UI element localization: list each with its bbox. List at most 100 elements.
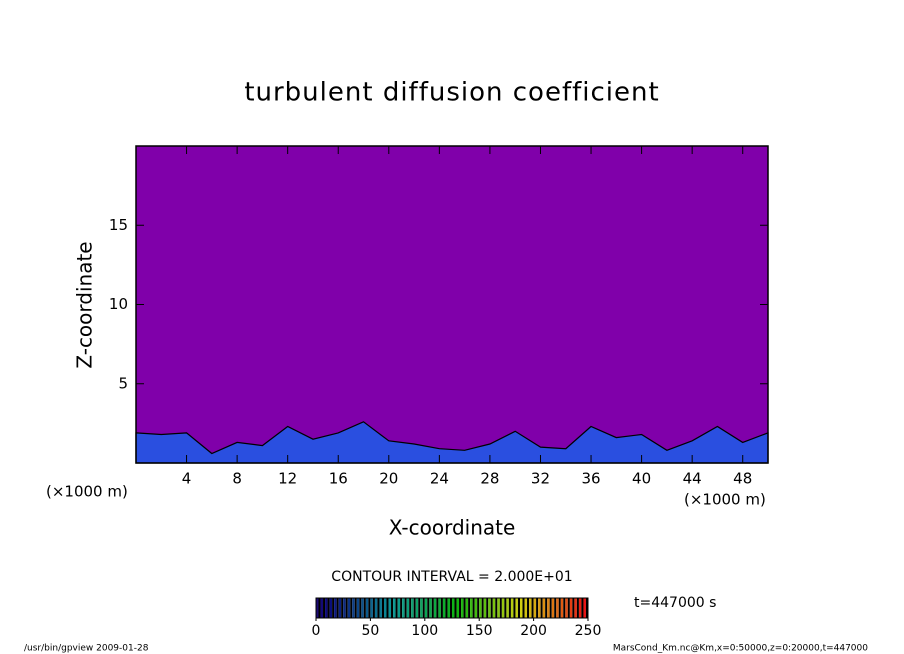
- x-tick-label: 20: [379, 470, 398, 488]
- y-tick-label: 15: [109, 216, 128, 234]
- colorbar-stripe: [316, 598, 319, 618]
- contour-interval: CONTOUR INTERVAL = 2.000E+01: [331, 569, 572, 585]
- colorbar-gap: [323, 598, 326, 618]
- colorbar-stripe: [515, 598, 518, 618]
- colorbar-stripe: [574, 598, 577, 618]
- colorbar-gap: [345, 598, 348, 618]
- colorbar-stripe: [501, 598, 505, 618]
- colorbar-stripe: [479, 598, 482, 618]
- x-tick-label: 32: [531, 470, 550, 488]
- colorbar-gap: [431, 598, 434, 618]
- colorbar-gap: [363, 598, 366, 618]
- colorbar-gap: [463, 598, 466, 618]
- colorbar-stripe: [388, 598, 392, 618]
- colorbar-gap: [377, 598, 380, 618]
- colorbar-stripe: [565, 598, 568, 618]
- boundary-layer: [135, 421, 769, 464]
- x-tick-label: 4: [182, 470, 192, 488]
- colorbar-stripe: [379, 598, 382, 618]
- colorbar-stripe: [506, 598, 509, 618]
- y-tick-label: 5: [118, 374, 128, 392]
- colorbar-stripe: [329, 598, 333, 618]
- colorbar-stripe: [343, 598, 346, 618]
- colorbar-gap: [468, 598, 471, 618]
- colorbar-stripe: [374, 598, 378, 618]
- colorbar-gap: [404, 598, 407, 618]
- colorbar-stripe: [397, 598, 401, 618]
- colorbar-gap: [368, 598, 371, 618]
- colorbar-stripe: [465, 598, 469, 618]
- colorbar-gap: [517, 598, 520, 618]
- colorbar-gap: [581, 598, 584, 618]
- colorbar-frame: [315, 597, 589, 619]
- colorbar-stripe: [402, 598, 405, 618]
- colorbar-gap: [504, 598, 507, 618]
- colorbar-stripe: [520, 598, 523, 618]
- colorbar-stripe: [547, 598, 550, 618]
- colorbar-tick-label: 150: [466, 623, 493, 639]
- colorbar-gap: [422, 598, 425, 618]
- colorbar-gap: [477, 598, 480, 618]
- colorbar-gap: [522, 598, 525, 618]
- colorbar-gap: [454, 598, 457, 618]
- colorbar-gap: [354, 598, 357, 618]
- colorbar-stripe: [474, 598, 478, 618]
- colorbar-stripe: [411, 598, 414, 618]
- colorbar-gap: [395, 598, 398, 618]
- colorbar-stripe: [533, 598, 537, 618]
- colorbar-gap: [445, 598, 448, 618]
- x-axis-label: X-coordinate: [389, 516, 516, 540]
- colorbar-tick-label: 50: [361, 623, 379, 639]
- colorbar-stripe: [447, 598, 450, 618]
- colorbar-tick-label: 100: [411, 623, 438, 639]
- colorbar-stripe: [583, 598, 586, 618]
- colorbar-gap: [527, 598, 530, 618]
- colorbar-gap: [459, 598, 462, 618]
- colorbar-stripe: [352, 598, 355, 618]
- colorbar-gap: [449, 598, 452, 618]
- colorbar-gap: [545, 598, 548, 618]
- colorbar-tick-label: 250: [575, 623, 602, 639]
- colorbar-gap: [536, 598, 539, 618]
- colorbar-stripe: [538, 598, 541, 618]
- colorbar-stripe: [456, 598, 460, 618]
- colorbar-stripe: [338, 598, 342, 618]
- x-tick-label: 44: [683, 470, 702, 488]
- colorbar-gap: [341, 598, 344, 618]
- colorbar-stripe: [470, 598, 473, 618]
- colorbar-gap: [400, 598, 403, 618]
- colorbar-stripe: [424, 598, 428, 618]
- colorbar-gap: [572, 598, 575, 618]
- x-tick-label: 40: [632, 470, 651, 488]
- colorbar-stripe: [370, 598, 373, 618]
- x-tick-label: 8: [232, 470, 242, 488]
- colorbar-stripe: [365, 598, 369, 618]
- colorbar-stripe: [510, 598, 514, 618]
- colorbar-gap: [336, 598, 339, 618]
- colorbar-stripe: [325, 598, 328, 618]
- colorbar-gap: [318, 598, 321, 618]
- colorbar-stripe: [461, 598, 464, 618]
- colorbar-stripe: [524, 598, 528, 618]
- x-tick-label: 28: [480, 470, 499, 488]
- y-axis-label: Z-coordinate: [73, 241, 97, 368]
- colorbar-gap: [490, 598, 493, 618]
- colorbar-gap: [350, 598, 353, 618]
- colorbar-gap: [372, 598, 375, 618]
- colorbar-stripe: [356, 598, 360, 618]
- colorbar-gap: [549, 598, 552, 618]
- colorbar-stripe: [406, 598, 410, 618]
- plot-background: [136, 146, 768, 463]
- time-label: t=447000 s: [634, 595, 716, 611]
- colorbar-gap: [481, 598, 484, 618]
- colorbar-gap: [409, 598, 412, 618]
- colorbar-gap: [332, 598, 335, 618]
- colorbar-tick-label: 0: [312, 623, 321, 639]
- colorbar-gap: [386, 598, 389, 618]
- colorbar-stripe: [578, 598, 582, 618]
- colorbar-stripe: [542, 598, 546, 618]
- colorbar-gap: [558, 598, 561, 618]
- colorbar-stripe: [442, 598, 446, 618]
- colorbar-gap: [381, 598, 384, 618]
